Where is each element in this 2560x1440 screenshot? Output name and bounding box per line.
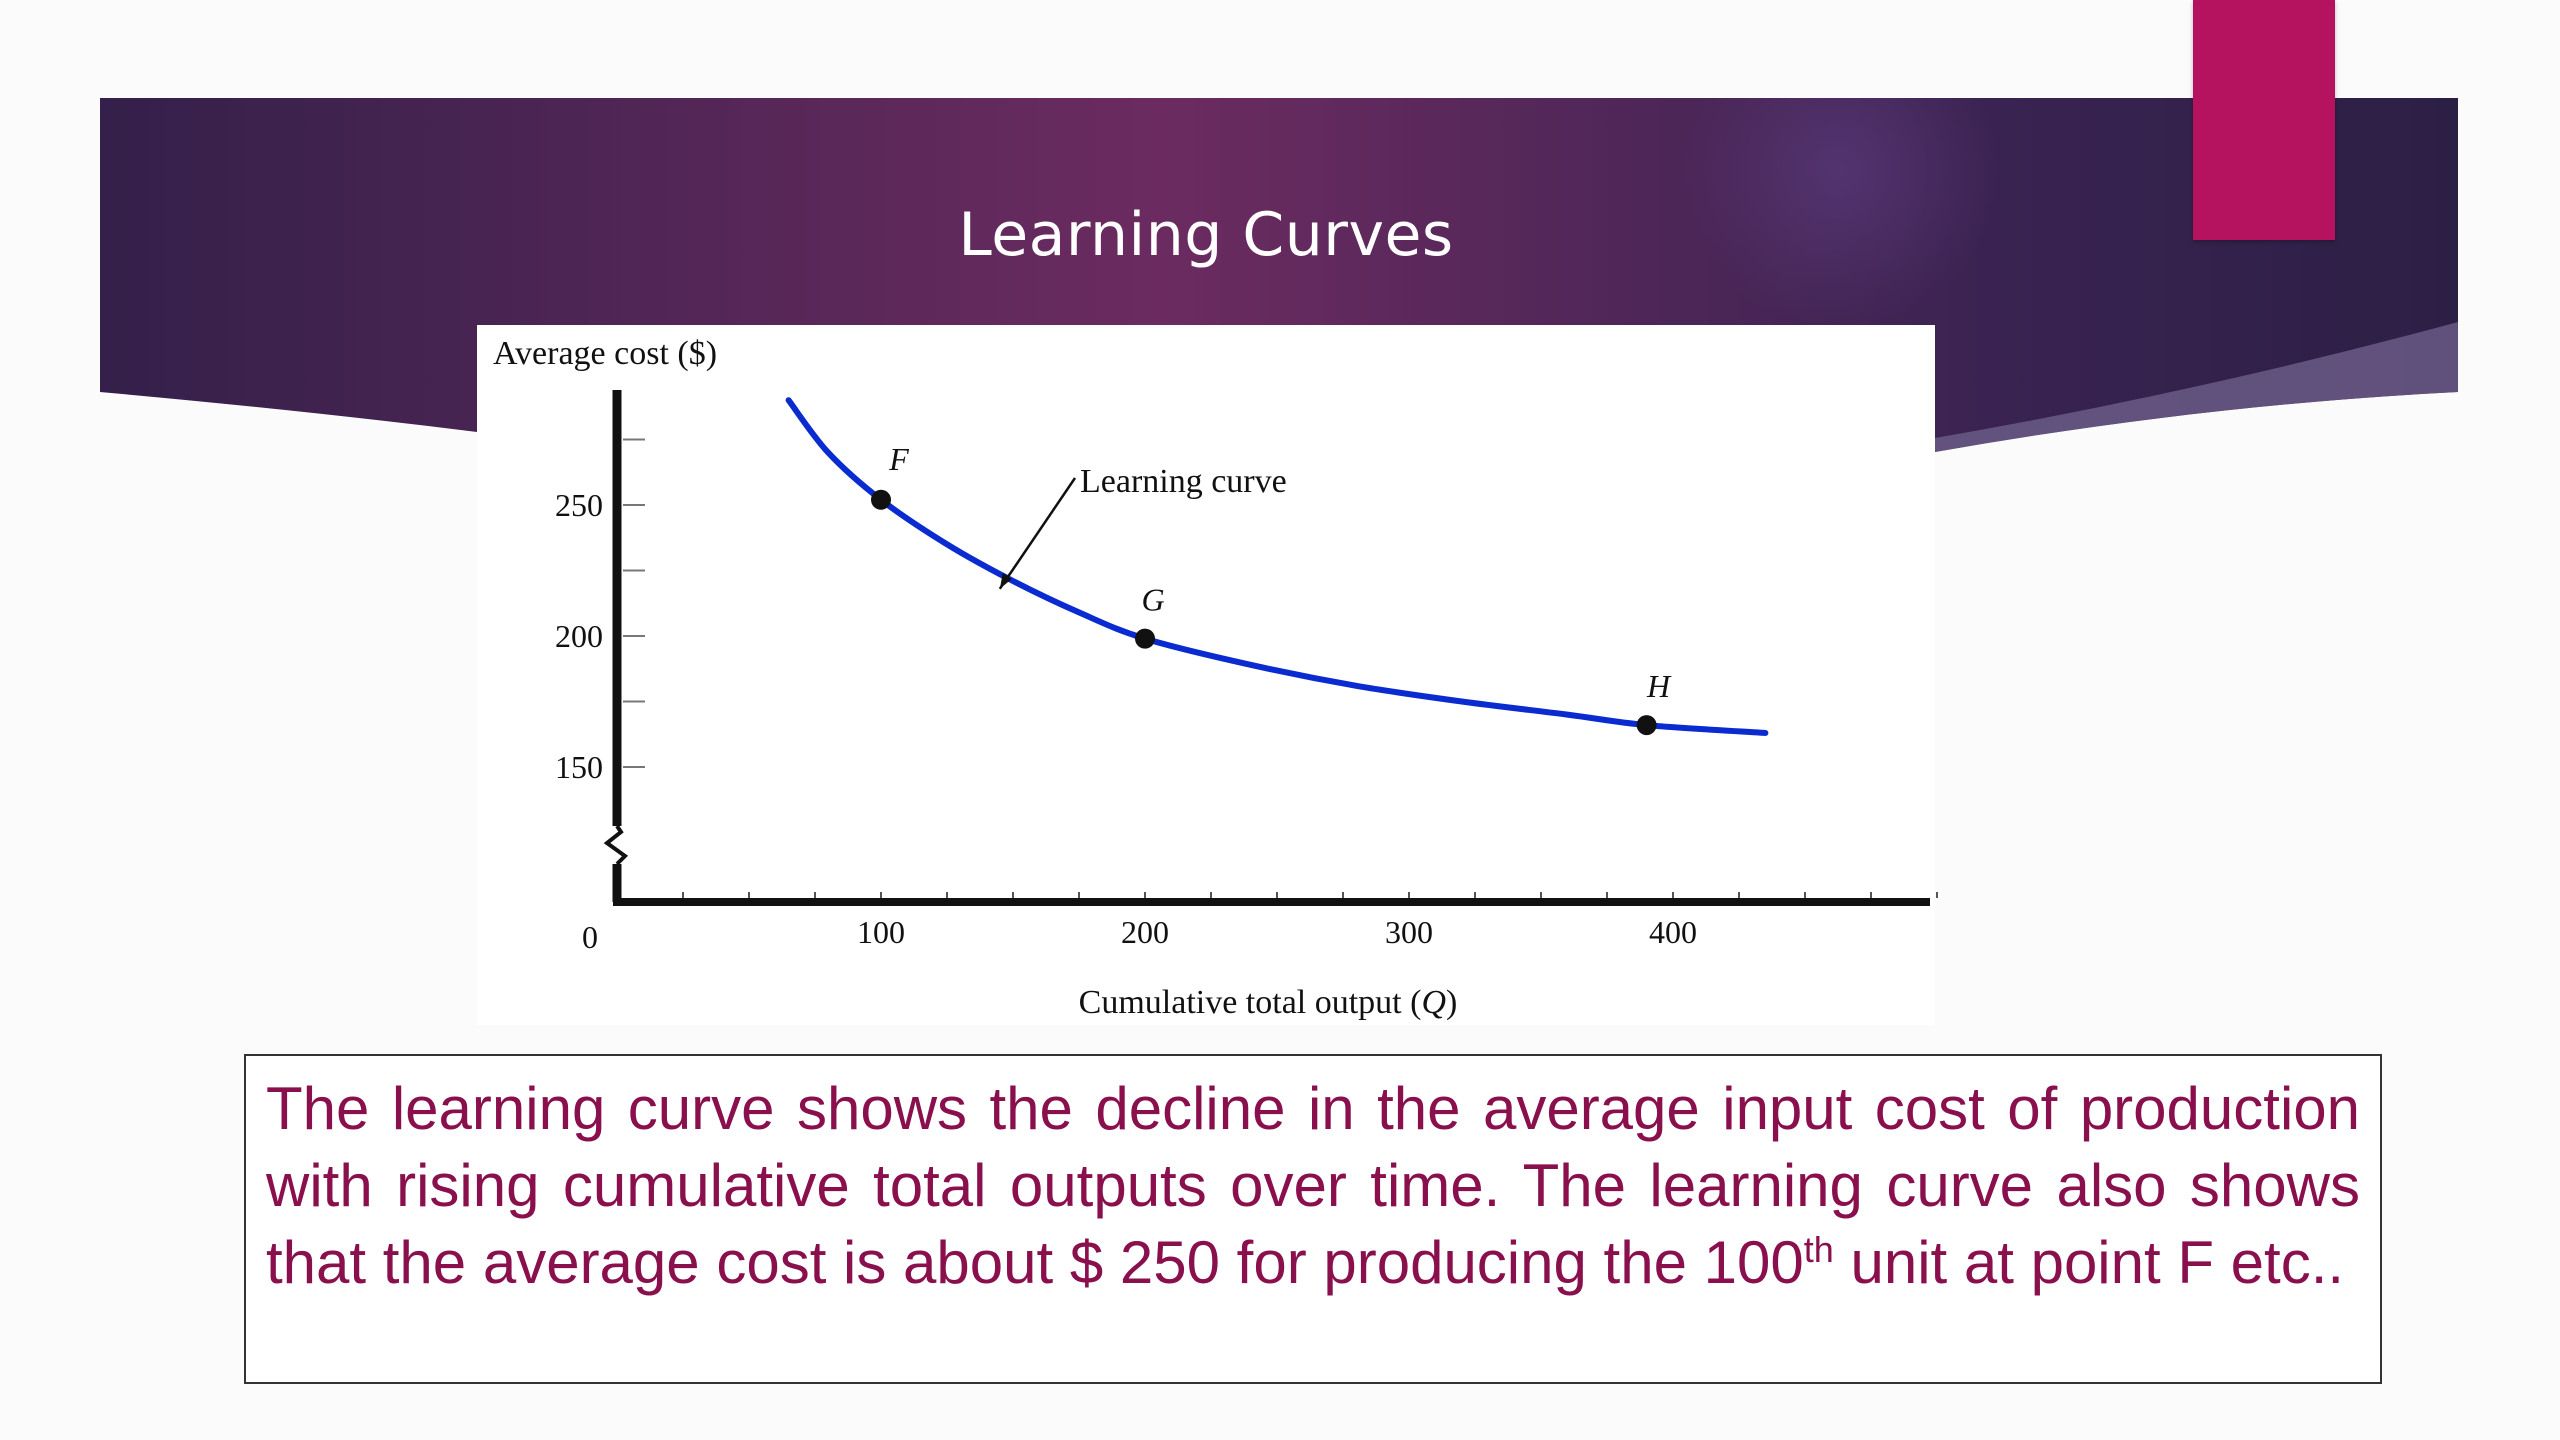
description-line-2: production with rising cumulative total … — [266, 1075, 2361, 1219]
description-box: The learning curve shows the decline in … — [244, 1054, 2382, 1384]
x-tick-label: 300 — [1385, 914, 1433, 950]
point-g-label: G — [1141, 582, 1164, 618]
slide-title: Learning Curves — [958, 200, 1454, 270]
x-tick-label: 400 — [1649, 914, 1697, 950]
learning-curve-line — [785, 397, 1769, 736]
annotation-arrowhead — [999, 572, 1012, 589]
point-g-marker — [1135, 628, 1155, 649]
y-tick-label: 150 — [555, 749, 603, 785]
y-tick-label: 250 — [555, 487, 603, 523]
origin-label: 0 — [582, 919, 598, 955]
point-f-label: F — [888, 441, 909, 477]
x-tick-label: 200 — [1121, 914, 1169, 950]
chart-ticks: 100 200 300 400 150 200 250 — [555, 438, 1938, 950]
annotation-pointer — [998, 477, 1077, 590]
description-line-1: The learning curve shows the decline in … — [266, 1075, 2058, 1142]
point-h-marker — [1636, 715, 1657, 736]
x-tick-label: 100 — [857, 914, 905, 950]
annotation-label: Learning curve — [1080, 463, 1287, 500]
point-f-marker — [871, 489, 891, 510]
chart-series — [785, 397, 1769, 736]
chart-axes — [603, 390, 1930, 906]
chart-panel — [477, 325, 1935, 1025]
chart-labels: Average cost ($) Cumulative total output… — [493, 335, 1672, 1021]
x-axis-label: Cumulative total output (Q) — [1079, 984, 1458, 1021]
accent-tab — [2193, 0, 2335, 240]
y-axis-break — [603, 824, 629, 866]
description-text: The learning curve shows the decline in … — [266, 1070, 2360, 1301]
point-h-label: H — [1646, 668, 1672, 704]
y-axis-label: Average cost ($) — [493, 335, 717, 372]
description-line-4: 100th unit at point F etc.. — [1703, 1229, 2345, 1296]
description-line-3: curve also shows that the average cost i… — [266, 1152, 2361, 1296]
y-tick-label: 200 — [555, 618, 603, 654]
